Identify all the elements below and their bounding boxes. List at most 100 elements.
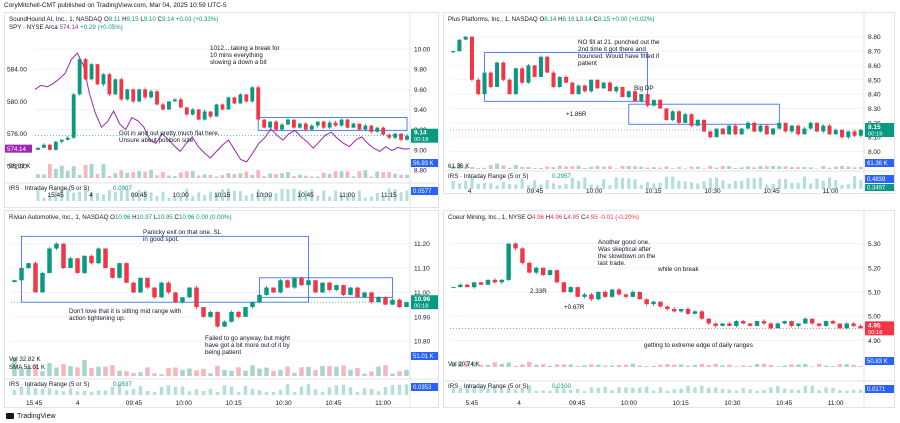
ppl-candle xyxy=(702,119,707,132)
ppl-volume-tag xyxy=(865,159,894,167)
ppl-irs-tag-2 xyxy=(865,184,894,191)
cde-candle xyxy=(816,323,822,326)
soun-candle xyxy=(161,104,165,110)
ppl-volume-bar xyxy=(469,166,474,169)
spy-last-value: 574.14 xyxy=(7,146,26,153)
chart-panel-soundhound[interactable]: 10.009.809.609.409.209.008.80584.00580.0… xyxy=(4,12,439,208)
ppl-volume-bar xyxy=(507,167,512,169)
soun-volume-bar xyxy=(274,174,278,178)
cde-candle xyxy=(582,294,587,297)
soun-candle xyxy=(363,125,368,130)
rivn-candle xyxy=(145,277,150,288)
chart-panel-coeur[interactable]: 5.30 5.20 5.10 5.00 4.90 4.95 00:18 Vol 20.74 K… xyxy=(443,210,895,408)
cde-volume-bar xyxy=(465,361,470,367)
cde-volume-bar xyxy=(513,365,518,367)
ppl-volume-bar xyxy=(689,166,694,169)
soun-time-tick: 09:45 xyxy=(131,192,148,199)
ppl-candle xyxy=(576,85,581,95)
cde-volume-bar xyxy=(775,366,780,367)
ppl-irs-value: 0.2957 xyxy=(552,173,571,180)
ppl-volume-bar xyxy=(827,167,832,169)
ppl-candle xyxy=(814,122,819,132)
ppl-candle xyxy=(582,85,587,92)
ppl-volume-bar xyxy=(714,167,719,169)
soun-volume-bar xyxy=(101,164,106,178)
ppl-candle xyxy=(664,108,669,120)
cde-volume-bar xyxy=(478,364,484,367)
ppl-last-price-tag xyxy=(865,123,894,137)
soun-candle xyxy=(119,79,124,100)
cde-volume-bar xyxy=(554,364,560,367)
rivn-volume-bar xyxy=(208,373,213,376)
ppl-candle xyxy=(545,56,550,73)
rivn-volume-bar xyxy=(138,372,143,376)
cde-candle xyxy=(554,270,560,283)
rivn-candle xyxy=(376,297,381,303)
ppl-candle xyxy=(670,111,675,120)
rivn-time-tick: 4 xyxy=(76,400,80,407)
ppl-volume-bar xyxy=(670,168,675,169)
rivn-candle xyxy=(362,292,367,298)
soun-candle xyxy=(399,133,403,140)
cde-time-tick: 5:45 xyxy=(466,400,479,407)
ppl-volume-bar xyxy=(796,167,801,169)
rivn-volume-bar xyxy=(68,366,73,376)
rivn-volume-bar xyxy=(33,364,38,376)
chart-panel-plus-platforms[interactable]: 8.808.708.608.508.408.308.208.108.008.15… xyxy=(443,12,895,194)
footer-brand: TradingView xyxy=(17,413,56,420)
soun-volume-bar xyxy=(286,172,290,178)
rivn-candle xyxy=(103,248,108,269)
rivn-volume-bar xyxy=(334,366,339,376)
soun-volume-bar xyxy=(345,171,350,178)
cde-candle xyxy=(492,279,498,283)
ppl-candle xyxy=(714,128,719,138)
ppl-price-tick: 8.50 xyxy=(868,77,881,84)
ppl-volume-bar xyxy=(557,165,562,169)
soun-candle xyxy=(351,123,356,128)
publish-header: CoryMitchell-CMT published on TradingVie… xyxy=(4,2,227,9)
rivn-volume-bar xyxy=(61,363,66,376)
ppl-candle xyxy=(683,114,688,123)
plus-platforms-note-nofill: NO fill at 21. punched out the 2nd time … xyxy=(578,39,660,67)
soun-irs-tag xyxy=(411,187,438,195)
ppl-candle xyxy=(645,94,650,106)
rivn-volume-bar xyxy=(194,370,199,376)
cde-volume-bar xyxy=(471,361,477,367)
rivn-volume-bar xyxy=(264,367,269,376)
rivn-volume-bar xyxy=(404,369,409,376)
chart-panel-rivian[interactable]: 11.20 11.10 11.00 10.90 10.80 10.96 00:18 Vol 3… xyxy=(4,210,439,408)
cde-volume-bar xyxy=(858,366,863,367)
rivn-candle xyxy=(124,263,129,283)
rivn-candle xyxy=(229,311,234,322)
cde-candle xyxy=(561,282,567,292)
spy-axis-tick: 584.00 xyxy=(7,67,27,74)
soun-candle xyxy=(125,89,130,100)
rivn-candle xyxy=(299,277,304,286)
soun-volume-bar xyxy=(238,173,243,178)
ppl-candle xyxy=(651,99,656,106)
rivn-volume-bar xyxy=(376,366,381,376)
rivn-volume-bar xyxy=(222,369,227,376)
soun-candle xyxy=(196,109,201,120)
ppl-candle xyxy=(488,72,493,87)
ppl-volume-bar xyxy=(833,166,838,169)
soun-candle xyxy=(77,59,82,95)
cde-volume-bar xyxy=(623,364,629,367)
rivn-volume-bar xyxy=(124,371,129,376)
soun-volume-bar xyxy=(161,172,165,178)
soun-volume-bar xyxy=(280,173,284,178)
cde-candle xyxy=(706,318,711,324)
rivn-volume-bar xyxy=(341,365,346,376)
ppl-candle xyxy=(457,39,462,52)
rivn-time-tick: 09:45 xyxy=(126,400,143,407)
cde-candle xyxy=(603,292,608,297)
plus-platforms-note-r: +1.86R xyxy=(566,111,587,118)
soun-candle xyxy=(178,99,183,108)
rivn-volume-bar xyxy=(285,366,290,376)
rivn-candle xyxy=(243,307,248,317)
soundhound-note-flat: Got in and out pretty much flat here. Un… xyxy=(119,130,220,144)
rivn-volume-bar xyxy=(390,373,395,376)
rivn-candle xyxy=(250,302,255,308)
rivn-candle xyxy=(131,282,136,293)
